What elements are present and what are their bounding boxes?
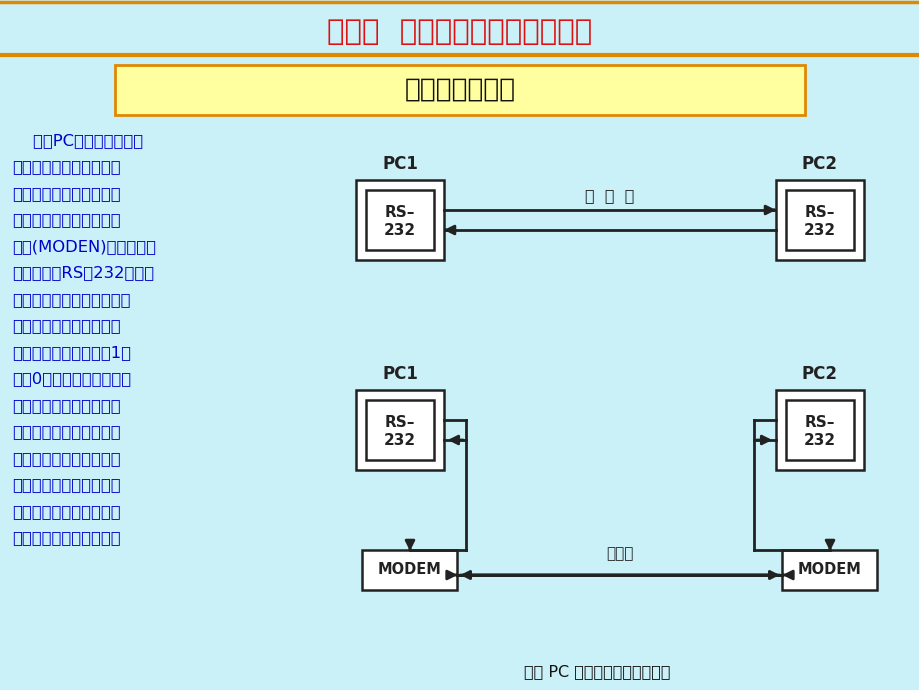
Text: 232: 232 xyxy=(383,222,415,237)
Bar xyxy=(785,190,853,250)
Text: PC2: PC2 xyxy=(801,365,837,383)
Text: 在电话线上传输的不同频: 在电话线上传输的不同频 xyxy=(12,398,120,413)
Bar xyxy=(0,0,919,57)
Text: 线上，因为RS－232标准串: 线上，因为RS－232标准串 xyxy=(12,266,154,281)
Text: MODEM: MODEM xyxy=(797,562,861,578)
Bar xyxy=(775,390,863,470)
Text: 232: 232 xyxy=(803,433,835,448)
Bar xyxy=(115,65,804,115)
Text: PC1: PC1 xyxy=(381,365,417,383)
Text: 离通讯时，要使用调制解: 离通讯时，要使用调制解 xyxy=(12,213,120,228)
Text: PC1: PC1 xyxy=(381,155,417,173)
Bar xyxy=(356,180,444,260)
Text: RS–: RS– xyxy=(804,204,834,219)
Text: 率的信号：电话线另一端: 率的信号：电话线另一端 xyxy=(12,424,120,440)
Text: 距离通讯时，可直接将它: 距离通讯时，可直接将它 xyxy=(12,159,120,175)
Text: 串口的连接方式: 串口的连接方式 xyxy=(404,77,515,103)
Text: 232: 232 xyxy=(803,222,835,237)
Text: 调器(MODEN)连接到电话: 调器(MODEN)连接到电话 xyxy=(12,239,156,254)
Text: 近  距  离: 近 距 离 xyxy=(584,188,634,204)
Text: 两台PC机或设备进行近: 两台PC机或设备进行近 xyxy=(12,133,143,148)
Bar xyxy=(366,400,434,460)
Text: 232: 232 xyxy=(383,433,415,448)
Text: 们连接。当它们进行远距: 们连接。当它们进行远距 xyxy=(12,186,120,201)
Text: 调制解调器把代表逻辑1和: 调制解调器把代表逻辑1和 xyxy=(12,345,130,360)
Text: 行接口输出的是电压信号，: 行接口输出的是电压信号， xyxy=(12,292,130,307)
Text: 同频率的信号转换成接口: 同频率的信号转换成接口 xyxy=(12,477,120,493)
Text: 的调制解调器又把这些不: 的调制解调器又把这些不 xyxy=(12,451,120,466)
Text: RS–: RS– xyxy=(384,415,414,429)
Bar xyxy=(775,180,863,260)
Bar xyxy=(782,550,877,590)
Text: RS–: RS– xyxy=(384,204,414,219)
Text: 两种连接方式的示意图。: 两种连接方式的示意图。 xyxy=(12,531,120,546)
Text: 要求的电压信号。左图为: 要求的电压信号。左图为 xyxy=(12,504,120,519)
Text: MODEM: MODEM xyxy=(378,562,441,578)
Text: 不能直接接到电话线上，: 不能直接接到电话线上， xyxy=(12,319,120,333)
Text: 电话线: 电话线 xyxy=(606,546,633,562)
Bar xyxy=(785,400,853,460)
Text: 逻辑0的电压信号转换成能: 逻辑0的电压信号转换成能 xyxy=(12,371,131,386)
Text: 两台 PC 机串行通讯的连接方式: 两台 PC 机串行通讯的连接方式 xyxy=(523,664,670,680)
Bar xyxy=(366,190,434,250)
Text: PC2: PC2 xyxy=(801,155,837,173)
Bar xyxy=(362,550,457,590)
Text: RS–: RS– xyxy=(804,415,834,429)
Text: 第九章  彩色图形适配器及其编程: 第九章 彩色图形适配器及其编程 xyxy=(327,18,592,46)
Bar xyxy=(356,390,444,470)
